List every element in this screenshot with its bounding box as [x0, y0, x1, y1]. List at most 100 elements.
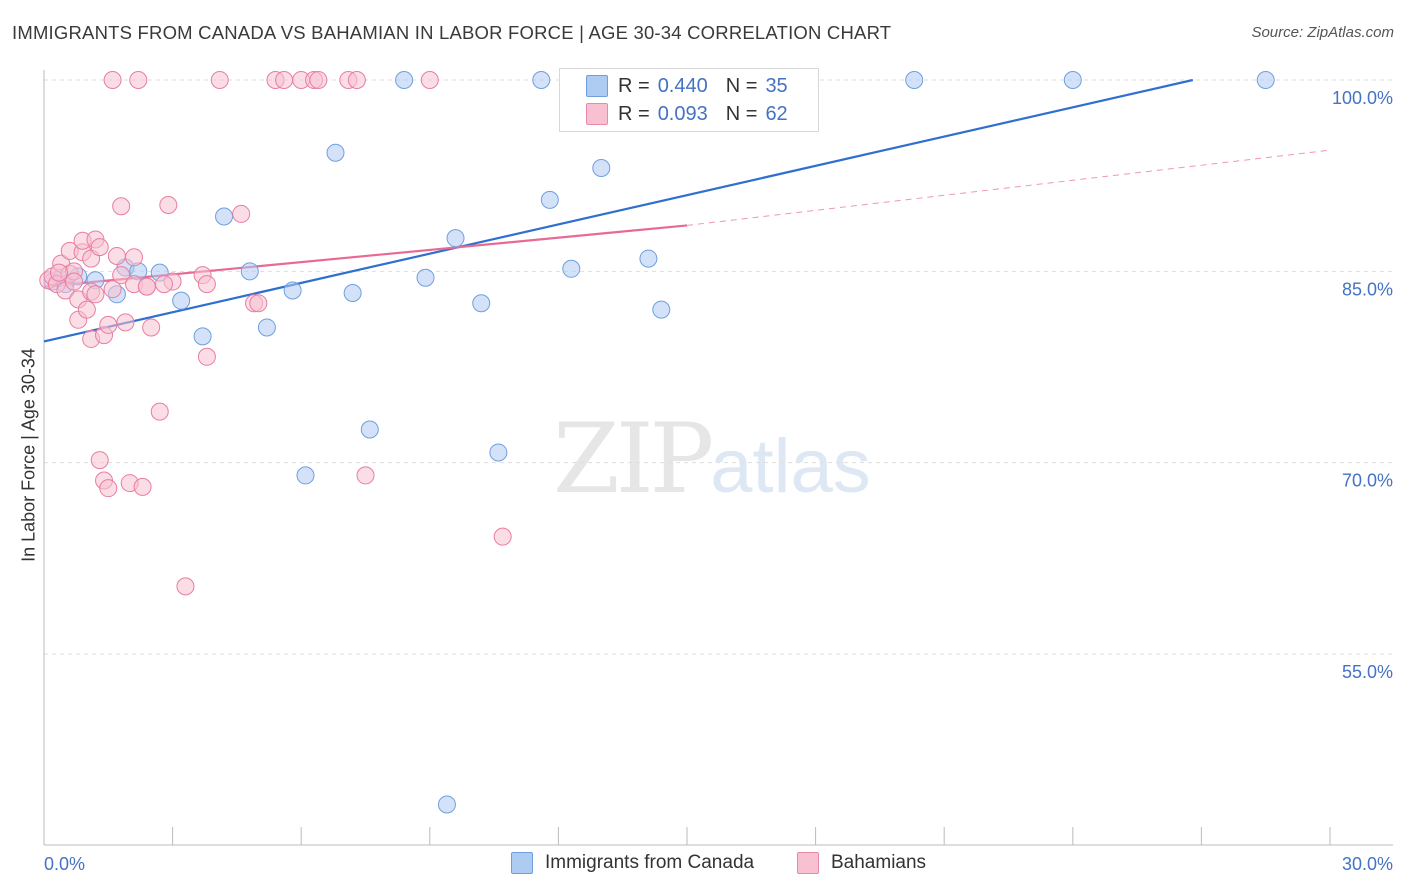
data-point	[326, 143, 345, 162]
data-point	[343, 284, 362, 303]
data-point	[257, 318, 276, 337]
watermark-atlas: atlas	[710, 424, 871, 509]
data-point	[215, 207, 234, 226]
data-point	[197, 275, 216, 294]
data-point	[532, 71, 551, 89]
data-point	[1256, 71, 1275, 89]
data-point	[112, 266, 131, 285]
y-tick-label: 85.0%	[1342, 279, 1393, 299]
data-point	[103, 280, 122, 299]
data-point	[193, 327, 212, 346]
y-tick-label: 70.0%	[1342, 471, 1393, 491]
data-point	[155, 275, 174, 294]
trend-lines	[43, 78, 1331, 343]
legend-r-label: R =	[618, 102, 650, 125]
axes	[43, 70, 1393, 846]
data-point	[197, 347, 216, 366]
data-point	[283, 281, 302, 300]
data-point	[86, 285, 105, 304]
legend-swatch-bahamians	[797, 852, 819, 874]
legend-n-label: N =	[725, 74, 758, 97]
data-point	[210, 71, 229, 89]
data-point	[107, 247, 126, 266]
data-point	[905, 71, 924, 89]
watermark: ZIPatlas	[553, 403, 871, 515]
data-point	[176, 577, 195, 596]
tick-labels: 55.0% 70.0% 85.0% 100.0% 0.0% 30.0%	[44, 88, 1393, 874]
data-point	[437, 795, 456, 814]
legend-r-value: 0.093	[657, 102, 708, 125]
legend-label-bahamians: Bahamians	[831, 852, 927, 873]
data-point	[249, 294, 268, 313]
legend-item-canada: Immigrants from Canada	[511, 852, 754, 874]
data-point	[50, 263, 69, 282]
data-point	[472, 294, 491, 313]
legend-n-value: 35	[765, 74, 788, 97]
series-canada	[43, 71, 1275, 814]
data-point	[309, 71, 328, 89]
data-point	[356, 466, 375, 485]
data-point	[99, 315, 118, 334]
data-point	[112, 197, 131, 216]
trend-line-extension	[686, 149, 1331, 226]
data-point	[420, 71, 439, 89]
data-point	[150, 402, 169, 421]
legend-label-canada: Immigrants from Canada	[545, 852, 755, 873]
data-point	[562, 259, 581, 278]
watermark-zip: ZIP	[553, 403, 714, 515]
chart-source: Source: ZipAtlas.com	[1251, 24, 1394, 41]
legend-n-value: 62	[765, 102, 788, 125]
data-point	[1063, 71, 1082, 89]
data-point	[493, 527, 512, 546]
legend-row-bahamians: R = 0.093 N = 62	[586, 102, 788, 126]
data-point	[103, 71, 122, 89]
data-point	[446, 229, 465, 248]
legend-swatch-canada	[511, 852, 533, 874]
data-point	[133, 477, 152, 496]
data-point	[172, 291, 191, 310]
data-point	[416, 268, 435, 287]
data-point	[65, 272, 84, 291]
trend-line	[43, 78, 1194, 343]
data-point	[77, 300, 96, 319]
data-points	[39, 71, 1275, 814]
data-point	[116, 313, 135, 332]
y-tick-label: 100.0%	[1332, 88, 1393, 108]
data-point	[240, 262, 259, 281]
data-point	[275, 71, 294, 89]
data-point	[90, 238, 109, 257]
legend-r-label: R =	[618, 74, 650, 97]
data-point	[592, 159, 611, 178]
correlation-legend: R = 0.440 N = 35 R = 0.093 N = 62	[559, 68, 819, 132]
data-point	[360, 420, 379, 439]
legend-swatch-bahamians	[586, 103, 608, 125]
data-point	[99, 479, 118, 498]
data-point	[142, 318, 161, 337]
data-point	[232, 204, 251, 223]
data-point	[137, 277, 156, 296]
legend-r-value: 0.440	[657, 74, 708, 97]
data-point	[347, 71, 366, 89]
data-point	[90, 451, 109, 470]
data-point	[395, 71, 414, 89]
x-tick-label: 0.0%	[44, 854, 85, 874]
x-tick-label: 30.0%	[1342, 854, 1393, 874]
trend-line	[43, 224, 688, 288]
data-point	[639, 249, 658, 268]
legend-item-bahamians: Bahamians	[797, 852, 926, 874]
data-point	[489, 443, 508, 462]
data-point	[125, 248, 144, 267]
legend-swatch-canada	[586, 75, 608, 97]
data-point	[129, 71, 148, 89]
legend-row-canada: R = 0.440 N = 35	[586, 74, 788, 98]
data-point	[652, 300, 671, 319]
legend-n-label: N =	[725, 102, 758, 125]
series-bahamians	[39, 71, 512, 596]
y-tick-label: 55.0%	[1342, 662, 1393, 682]
data-point	[296, 466, 315, 485]
chart-title: IMMIGRANTS FROM CANADA VS BAHAMIAN IN LA…	[12, 22, 892, 43]
data-point	[540, 190, 559, 209]
y-axis-label: In Labor Force | Age 30-34	[18, 348, 39, 562]
data-point	[159, 196, 178, 215]
